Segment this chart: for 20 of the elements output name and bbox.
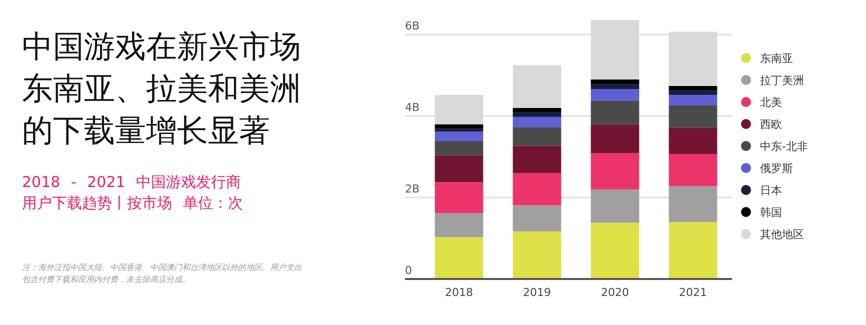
y-tick-label: 6B bbox=[405, 20, 420, 33]
legend-label: 俄罗斯 bbox=[760, 162, 793, 175]
x-tick-label: 2020 bbox=[601, 286, 629, 299]
y-tick-label: 2B bbox=[405, 182, 420, 196]
legend-label: 东南亚 bbox=[760, 52, 793, 65]
legend-label: 拉丁美洲 bbox=[760, 74, 804, 87]
legend-label: 韩国 bbox=[760, 206, 782, 219]
legend-label: 中东-北非 bbox=[760, 140, 808, 153]
y-tick-label: 4B bbox=[405, 101, 420, 114]
legend-label: 日本 bbox=[760, 184, 782, 197]
legend-label: 西欧 bbox=[760, 118, 782, 131]
x-tick-label: 2018 bbox=[445, 286, 473, 299]
x-tick-label: 2019 bbox=[523, 286, 551, 299]
legend-label: 其他地区 bbox=[760, 228, 804, 241]
legend-label: 北美 bbox=[760, 96, 782, 109]
text: 中国游戏在新兴市场东南亚、拉美和美洲的下载量增长显著 bbox=[22, 28, 302, 151]
text: 2018 - 2021 中国游戏发行商用户下载趋势丨按市场 单位：次 bbox=[22, 172, 244, 214]
y-tick-label: 0 bbox=[405, 264, 412, 277]
x-tick-label: 2021 bbox=[679, 286, 707, 299]
text: 注：海外泛指中国大陆、中国香港、中国澳门和台湾地区以外的地区。用户支出包含付费下载和应用内付费，未去除商店分成。 bbox=[22, 262, 303, 286]
